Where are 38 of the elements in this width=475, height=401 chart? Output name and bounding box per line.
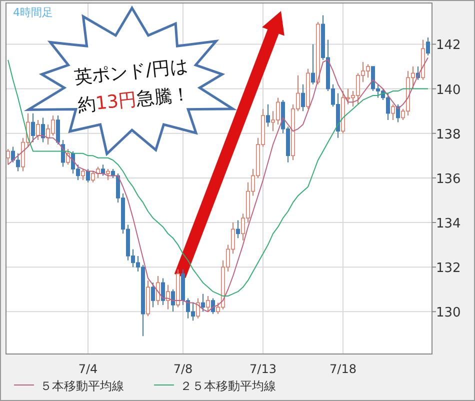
- candlestick: [201, 293, 205, 312]
- candlestick: [161, 278, 165, 306]
- y-tick-label: 132: [436, 261, 461, 276]
- y-tick-label: 130: [436, 306, 461, 321]
- candlestick: [391, 104, 395, 120]
- candlestick: [31, 112, 35, 143]
- candlestick: [81, 168, 85, 181]
- candlestick: [156, 276, 160, 306]
- candlestick: [311, 44, 315, 85]
- annotation: 約: [76, 94, 97, 116]
- x-tick-label: 7/18: [330, 362, 356, 376]
- candlestick: [36, 120, 40, 141]
- candlestick: [236, 220, 240, 239]
- x-tick-label: 7/13: [250, 362, 276, 376]
- candlestick: [41, 117, 45, 143]
- chart-title: 4時間足: [13, 6, 53, 19]
- candlestick: [426, 37, 430, 56]
- y-tick-label: 134: [436, 216, 461, 232]
- legend-label: ５本移動平均線: [40, 379, 124, 393]
- legend-label: ２５本移動平均線: [180, 379, 276, 393]
- candlestick: [86, 168, 90, 183]
- y-tick-label: 142: [436, 38, 461, 54]
- y-tick-label: 140: [436, 82, 461, 98]
- candlestick: [301, 84, 305, 112]
- candlestick: [101, 164, 105, 176]
- candlestick: [206, 296, 210, 312]
- candlestick: [196, 298, 200, 319]
- candlestick: [106, 168, 110, 181]
- x-tick-label: 7/4: [78, 362, 98, 376]
- candlestick: [266, 104, 270, 128]
- candlestick: [56, 115, 60, 146]
- x-tick-label: 7/8: [173, 362, 193, 376]
- y-tick-label: 136: [436, 172, 461, 187]
- candlestick: [171, 288, 175, 312]
- candlestick: [211, 298, 215, 314]
- candlestick: [151, 282, 155, 308]
- candlestick: [166, 284, 170, 310]
- y-tick-label: 138: [436, 127, 461, 142]
